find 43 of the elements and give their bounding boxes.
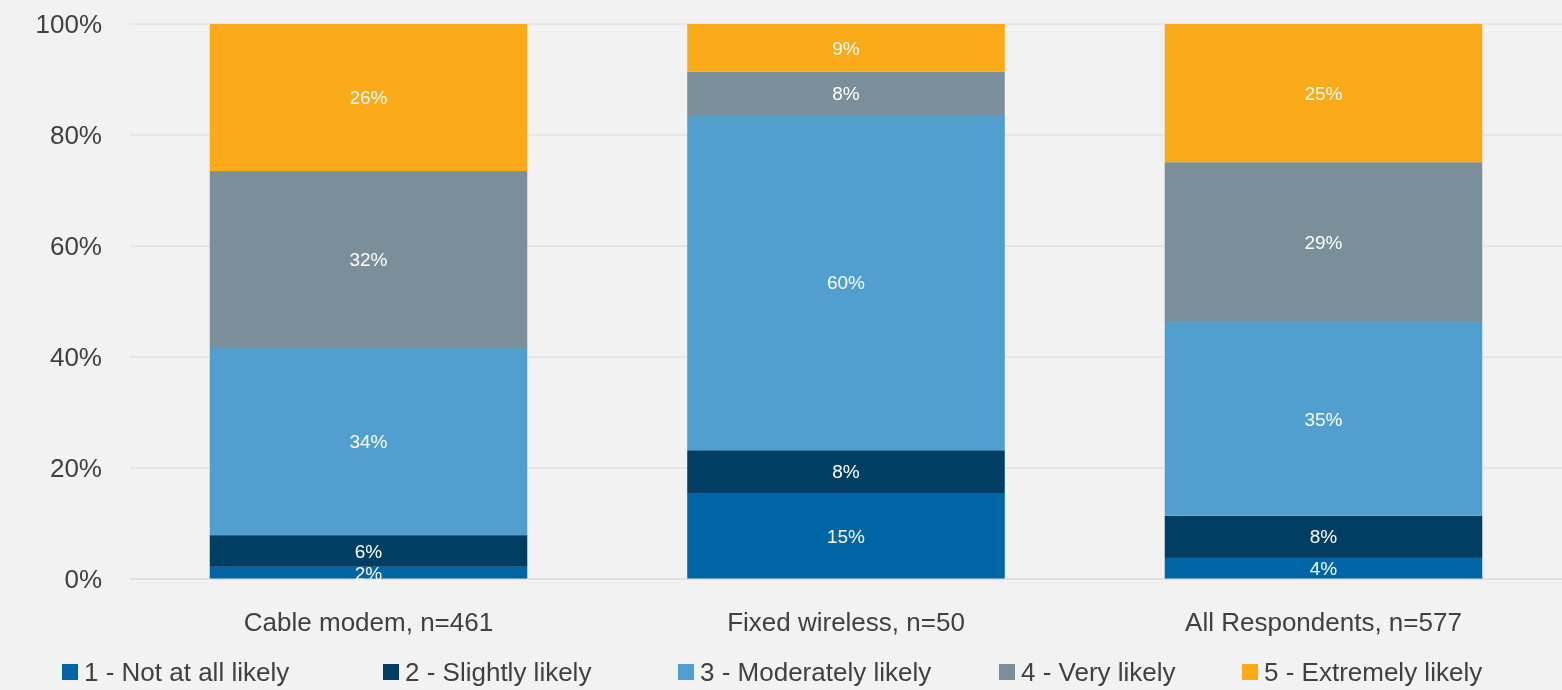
data-label: 8% [832,461,860,483]
x-tick-label: Cable modem, n=461 [243,607,494,638]
data-label: 6% [354,540,383,562]
bar [687,24,1005,72]
legend-label: 5 - Extremely likely [1264,657,1483,688]
bar [209,535,528,567]
data-label: 2% [354,562,383,584]
bar [1164,515,1483,558]
bar [1164,162,1483,323]
x-tick-label: All Respondents, n=577 [1185,607,1462,638]
bar [209,171,528,348]
bar [687,492,1005,579]
data-label: 35% [1304,408,1343,430]
legend-label: 4 - Very likely [1021,657,1176,688]
y-tick-label: 40% [49,342,102,373]
data-label: 15% [826,525,866,547]
legend-label: 3 - Moderately likely [700,657,932,688]
bar [1164,24,1483,163]
y-tick-label: 80% [49,120,102,151]
x-tick-label: Fixed wireless, n=50 [727,607,965,638]
data-label: 60% [826,272,866,294]
bar [1164,557,1483,579]
y-tick-label: 20% [49,453,102,484]
data-label: 4% [1309,558,1338,580]
bar [687,450,1005,493]
bar [209,347,528,536]
data-label: 26% [349,87,388,109]
bar [687,71,1005,116]
y-tick-label: 0% [64,564,102,595]
data-label: 34% [349,430,388,452]
y-tick-label: 60% [49,231,102,262]
data-label: 29% [1304,231,1343,253]
bar [687,115,1005,451]
data-label: 25% [1304,82,1343,104]
legend-label: 1 - Not at all likely [84,657,290,688]
data-label: 32% [349,248,388,270]
data-label: 9% [832,37,860,59]
legend-label: 2 - Slightly likely [405,657,592,688]
y-tick-label: 100% [35,9,102,40]
bar [209,24,528,172]
bar [1164,322,1483,516]
data-label: 8% [832,83,860,105]
data-label: 8% [1309,526,1338,548]
